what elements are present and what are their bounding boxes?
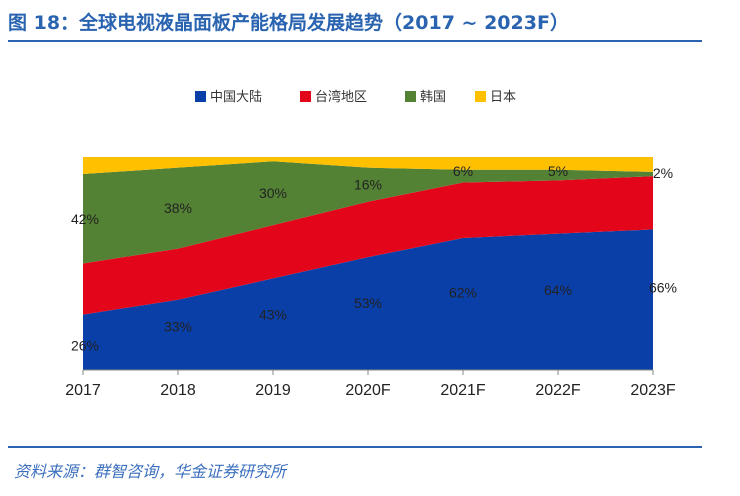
- x-tick-label: 2018: [160, 382, 196, 399]
- data-label: 26%: [71, 338, 99, 354]
- data-label: 6%: [453, 163, 473, 179]
- data-label: 5%: [548, 163, 568, 179]
- data-label: 33%: [164, 318, 192, 334]
- legend-item: 韩国: [405, 90, 446, 105]
- source-rule: [8, 446, 702, 448]
- legend-item: 台湾地区: [300, 89, 367, 105]
- legend-swatch: [405, 91, 416, 102]
- source-note: 资料来源：群智咨询，华金证券研究所: [14, 462, 287, 481]
- data-label: 38%: [164, 200, 192, 216]
- title-rule: [8, 40, 702, 42]
- x-tick-label: 2022F: [535, 382, 581, 399]
- data-label: 66%: [649, 280, 677, 296]
- data-label: 53%: [354, 295, 382, 311]
- data-label: 2%: [653, 165, 673, 181]
- x-tick-label: 2021F: [440, 382, 486, 399]
- x-tick-label: 2019: [255, 382, 291, 399]
- legend-item: 中国大陆: [195, 89, 262, 105]
- legend-swatch: [195, 91, 206, 102]
- area-series-2: [83, 161, 653, 264]
- data-label: 42%: [71, 211, 99, 227]
- x-tick-label: 2023F: [630, 382, 676, 399]
- data-label: 30%: [259, 185, 287, 201]
- area-series-3: [83, 157, 653, 175]
- legend-swatch: [300, 91, 311, 102]
- x-tick-label: 2017: [65, 382, 101, 399]
- legend-label: 中国大陆: [210, 89, 262, 105]
- data-label: 64%: [544, 282, 572, 298]
- data-label: 43%: [259, 307, 287, 323]
- x-tick-label: 2020F: [345, 382, 391, 399]
- data-label: 62%: [449, 284, 477, 300]
- legend-label: 韩国: [420, 90, 446, 105]
- figure-title: 图 18：全球电视液晶面板产能格局发展趋势（2017 ~ 2023F）: [8, 12, 569, 34]
- area-series-0: [83, 229, 653, 370]
- area-series-1: [83, 176, 653, 315]
- legend-label: 台湾地区: [315, 89, 367, 105]
- legend-swatch: [475, 91, 486, 102]
- legend-item: 日本: [475, 90, 516, 105]
- legend-label: 日本: [490, 90, 516, 105]
- data-label: 16%: [354, 177, 382, 193]
